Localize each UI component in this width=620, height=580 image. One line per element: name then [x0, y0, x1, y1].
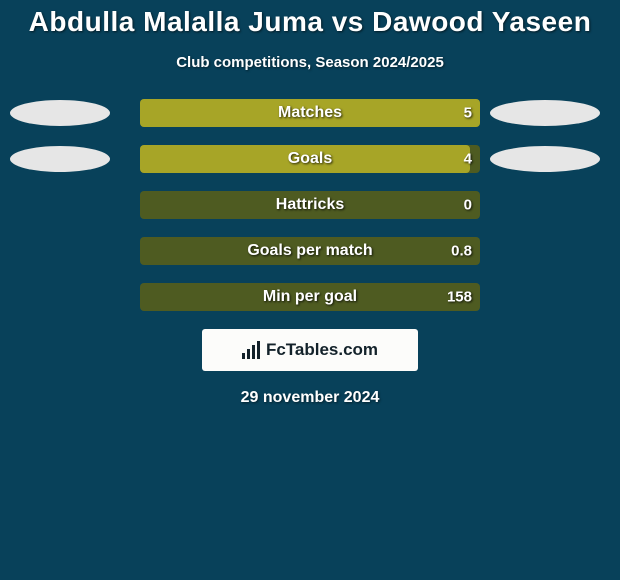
stat-value: 4 [464, 151, 472, 168]
player-left-ellipse [10, 146, 110, 172]
stat-label: Goals [288, 150, 332, 168]
stat-value: 158 [447, 289, 472, 306]
stat-value: 0 [464, 197, 472, 214]
chart-icon [242, 341, 262, 359]
date-text: 29 november 2024 [0, 389, 620, 407]
stat-value: 0.8 [451, 243, 472, 260]
player-right-ellipse [490, 146, 600, 172]
stat-label: Min per goal [263, 288, 357, 306]
stat-row: Matches 5 [0, 99, 620, 127]
stat-label: Matches [278, 104, 342, 122]
comparison-infographic: Abdulla Malalla Juma vs Dawood Yaseen Cl… [0, 0, 620, 580]
logo-text: FcTables.com [266, 340, 378, 360]
stat-label: Goals per match [247, 242, 372, 260]
player-left-ellipse [10, 100, 110, 126]
subtitle: Club competitions, Season 2024/2025 [0, 54, 620, 71]
stat-row: Goals 4 [0, 145, 620, 173]
stats-chart: Matches 5 Goals 4 Hattricks 0 Goals per match 0… [0, 99, 620, 311]
page-title: Abdulla Malalla Juma vs Dawood Yaseen [0, 0, 620, 38]
stat-label: Hattricks [276, 196, 344, 214]
stat-row: Min per goal 158 [0, 283, 620, 311]
player-right-ellipse [490, 100, 600, 126]
stat-row: Hattricks 0 [0, 191, 620, 219]
stat-row: Goals per match 0.8 [0, 237, 620, 265]
logo: FcTables.com [242, 340, 378, 360]
logo-box: FcTables.com [202, 329, 418, 371]
stat-value: 5 [464, 105, 472, 122]
